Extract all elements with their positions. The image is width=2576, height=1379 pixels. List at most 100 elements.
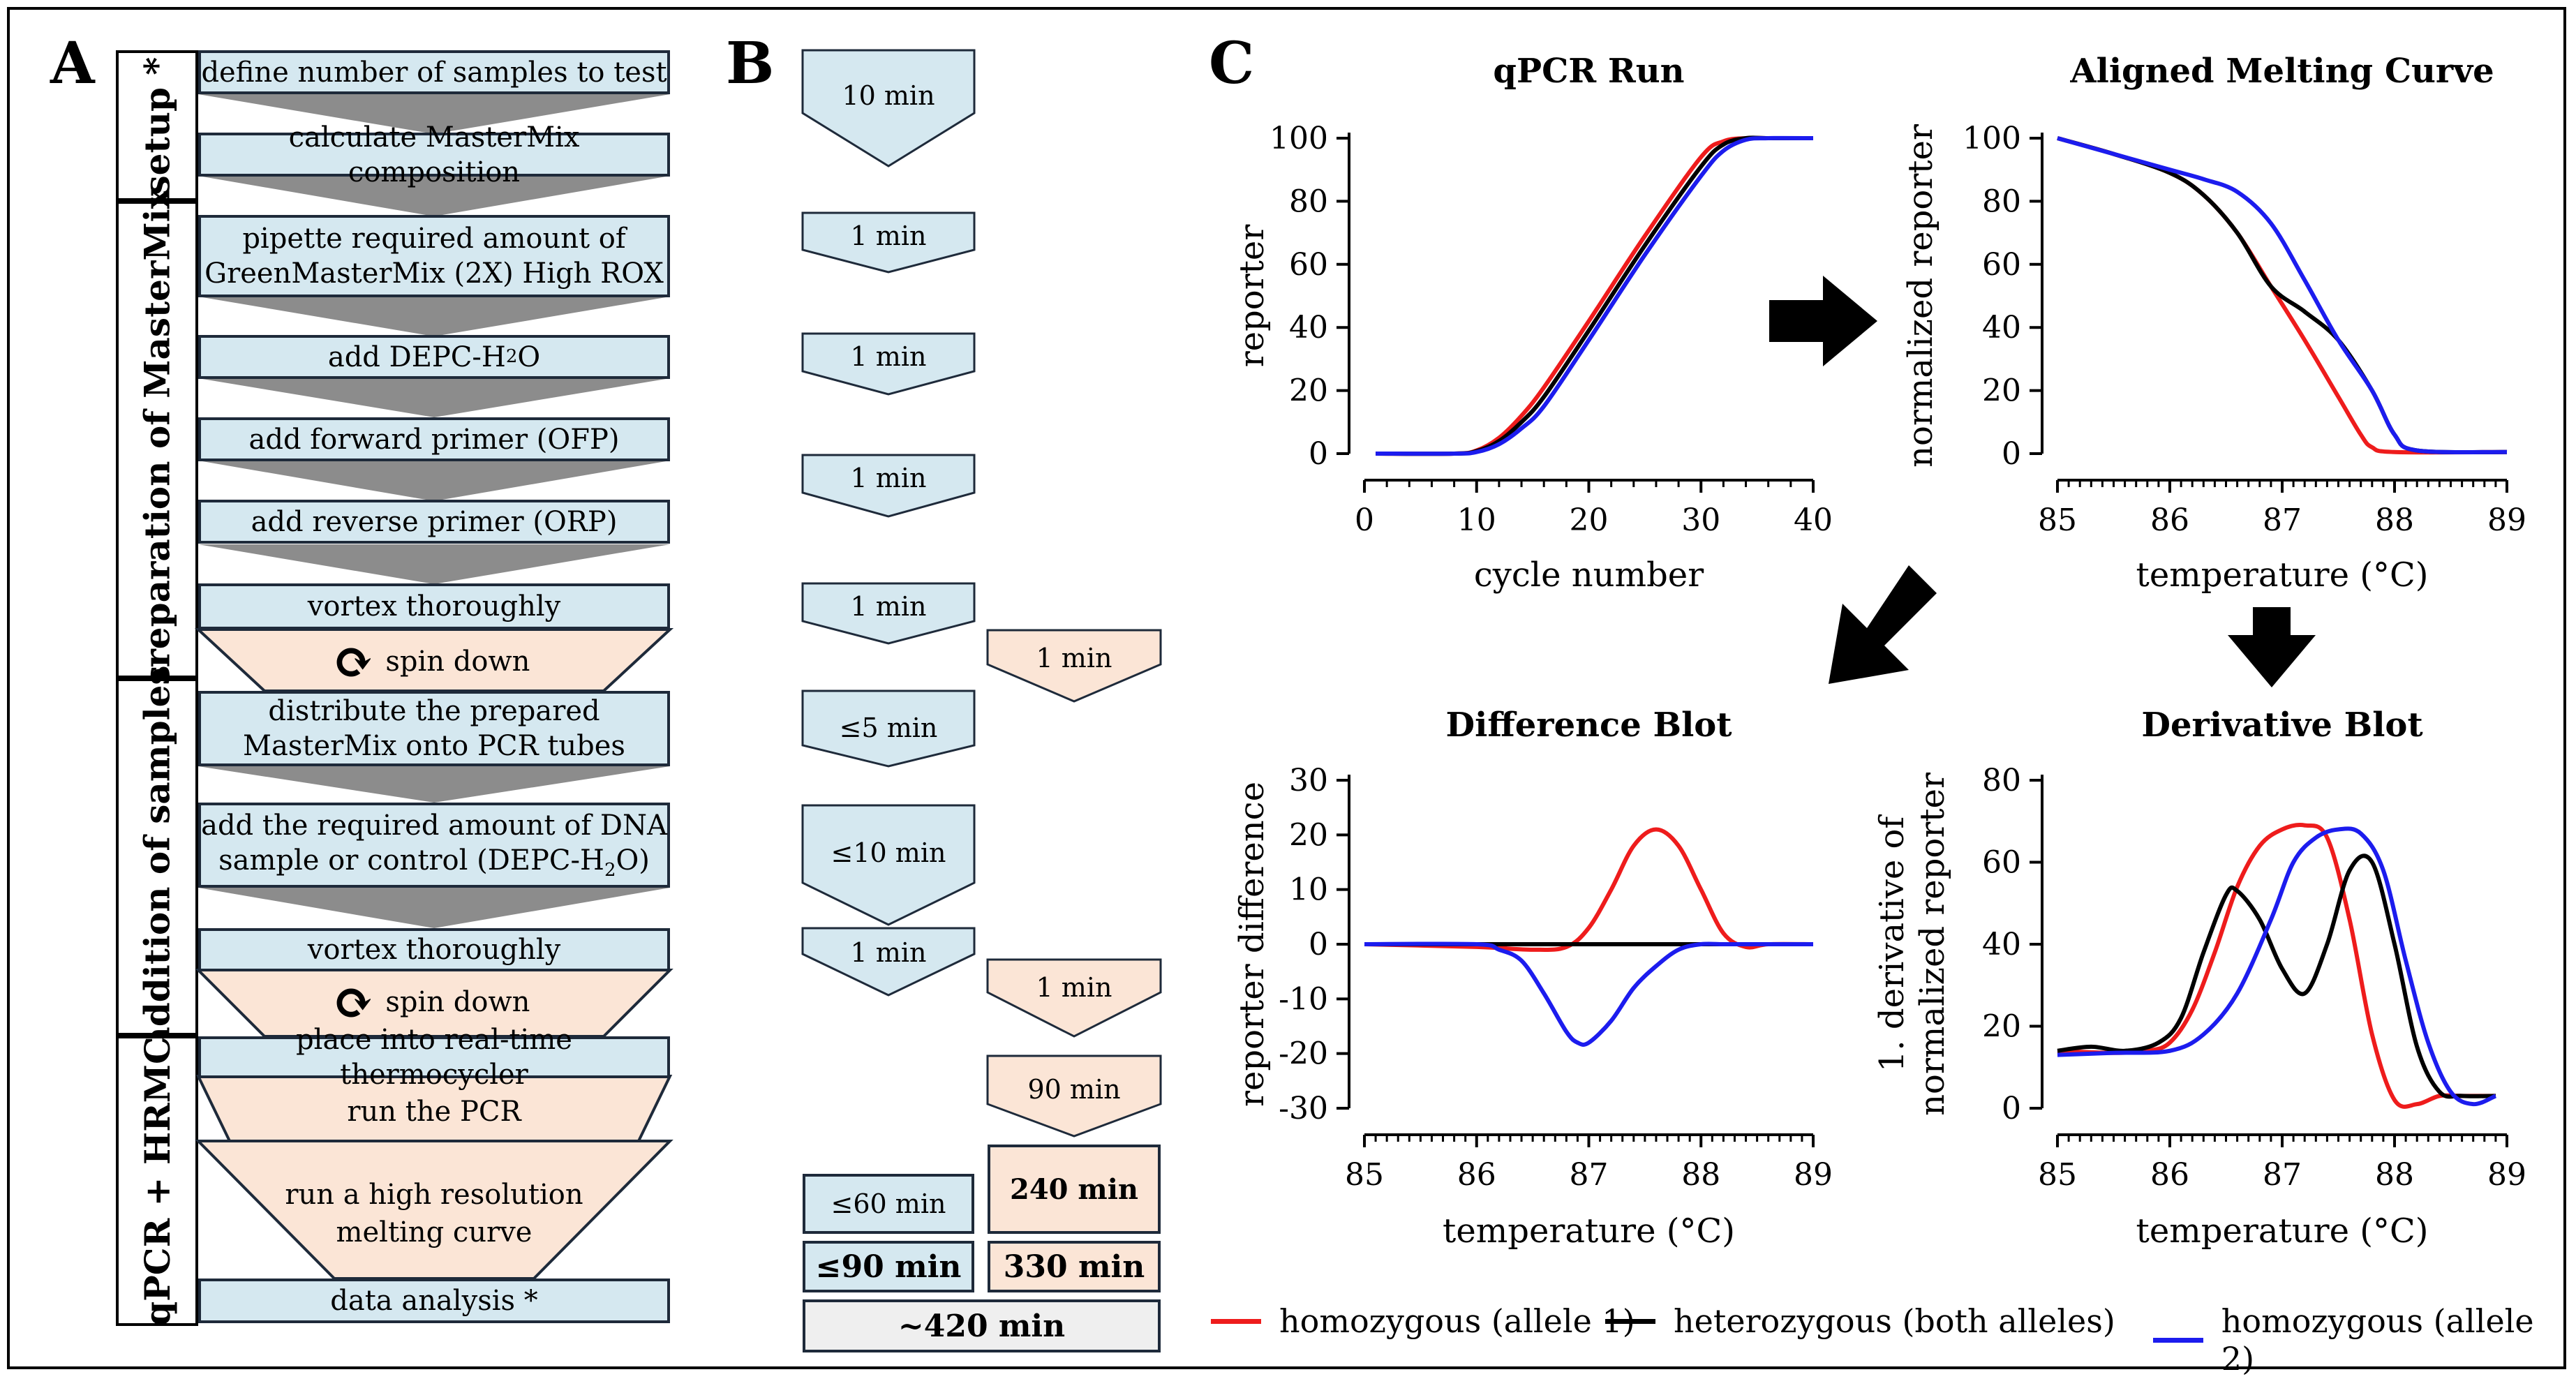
x-tick-label: 85 — [2038, 1157, 2077, 1193]
total-blue: ≤90 min — [803, 1241, 974, 1292]
time-define-samples: 10 min — [842, 80, 935, 111]
y-axis-label: reporter — [1233, 225, 1272, 368]
time-melting-curve: 240 min — [988, 1145, 1161, 1234]
chart-3: Difference Blot 85 86 87 88 89 -30 -20 -10 0 10 20 3… — [1233, 706, 1833, 1251]
y-tick-label: 0 — [2002, 1091, 2021, 1126]
time-vortex-1: 1 min — [850, 590, 927, 622]
phase-addition: addition of samples — [116, 665, 198, 1049]
step-run-melting-curve: run a high resolution melting curve — [285, 1179, 583, 1248]
time-primer: 1 min — [850, 462, 927, 493]
x-tick-label: 89 — [2487, 502, 2526, 538]
x-tick-label: 86 — [2150, 502, 2189, 538]
series-line-homozygous-allele-2- — [1376, 135, 1814, 456]
chart-title: Aligned Melting Curve — [2069, 52, 2494, 91]
x-tick-label: 88 — [2375, 1157, 2414, 1193]
x-axis-label: temperature (°C) — [1443, 1212, 1735, 1251]
flow-arrow — [198, 544, 670, 584]
phase-setup: setup * — [116, 50, 198, 201]
y-tick-label: 40 — [1982, 927, 2021, 962]
refresh-icon: ⟳ — [332, 632, 375, 691]
time-shape-blue — [801, 582, 976, 645]
x-tick-label: 10 — [1457, 502, 1496, 538]
step-add-dna: add the required amount of DNA sample or… — [198, 803, 670, 888]
x-tick-label: 89 — [1794, 1157, 1833, 1193]
y-tick-label: 40 — [1982, 310, 2021, 345]
time-shapes — [801, 49, 1162, 1138]
step-vortex-1: vortex thoroughly — [198, 583, 670, 629]
y-tick-label: 60 — [1982, 845, 2021, 881]
time-run-pcr: 90 min — [1027, 1073, 1121, 1105]
step-spin-down-2: ⟳ spin down — [332, 972, 530, 1031]
time-spin-1: 1 min — [1036, 643, 1112, 673]
x-tick-label: 86 — [2150, 1157, 2189, 1193]
y-tick-label: 100 — [1963, 121, 2021, 156]
y-tick-label: 80 — [1982, 184, 2021, 219]
y-tick-label: 0 — [1309, 927, 1328, 962]
time-vortex-2: 1 min — [850, 937, 927, 968]
panel-label-a: A — [50, 30, 95, 97]
step-distribute-mastermix: distribute the prepared MasterMix onto PC… — [198, 691, 670, 766]
x-tick-label: 20 — [1570, 502, 1609, 538]
legend-hetero: heterozygous (both alleles) — [1605, 1302, 2115, 1340]
time-shape-orange — [986, 1054, 1162, 1138]
flow-arrow — [198, 94, 670, 134]
series-line-homozygous-allele-2- — [1364, 941, 1814, 1047]
x-tick-label: 88 — [2375, 502, 2414, 538]
legend-allele2: homozygous (allele 2) — [2153, 1302, 2576, 1378]
chart-1: qPCR Run 0 10 20 30 40 0 20 40 60 80 100 cycle numbe… — [1233, 52, 1833, 595]
time-shape-orange — [986, 629, 1162, 703]
x-axis-label: cycle number — [1474, 556, 1704, 595]
y-tick-label: 10 — [1289, 872, 1328, 908]
y-tick-label: -10 — [1279, 981, 1328, 1017]
total-all: ~420 min — [803, 1299, 1161, 1352]
legend-allele1: homozygous (allele 1) — [1211, 1302, 1635, 1340]
y-tick-label: 80 — [1982, 763, 2021, 798]
time-pipette: 1 min — [850, 220, 927, 251]
time-depc: 1 min — [850, 341, 927, 372]
legend-swatch — [2153, 1337, 2203, 1343]
phase-preparation: preparation of MasterMix — [116, 188, 198, 692]
y-axis-label: normalized reporter — [1901, 124, 1940, 468]
chart-title: Derivative Blot — [2141, 706, 2422, 745]
step-vortex-2: vortex thoroughly — [198, 928, 670, 971]
chart-2: Aligned Melting Curve 85 86 87 88 89 0 20 40 60 80… — [1901, 52, 2526, 595]
y-tick-label: 30 — [1289, 763, 1328, 798]
y-tick-label: 60 — [1289, 247, 1328, 283]
total-orange: 330 min — [988, 1241, 1161, 1292]
y-tick-label: -30 — [1279, 1091, 1328, 1126]
y-tick-label: 0 — [2002, 436, 2021, 472]
step-add-depc: add DEPC-H 2 O — [198, 335, 670, 379]
flow-arrow-diagonal — [1829, 565, 1937, 684]
chart-title: qPCR Run — [1493, 52, 1684, 91]
x-tick-label: 0 — [1355, 502, 1374, 538]
step-define-samples: define number of samples to test — [198, 50, 670, 94]
y-tick-label: 20 — [1289, 373, 1328, 409]
series-line-homozygous-allele-2- — [2057, 136, 2508, 455]
time-shape-blue — [801, 927, 976, 997]
y-tick-label: 0 — [1309, 436, 1328, 472]
y-tick-label: 80 — [1289, 184, 1328, 219]
x-tick-label: 30 — [1681, 502, 1720, 538]
x-tick-label: 40 — [1794, 502, 1833, 538]
x-tick-label: 89 — [2487, 1157, 2526, 1193]
refresh-icon: ⟳ — [332, 972, 375, 1031]
y-axis-label: reporter difference — [1233, 782, 1272, 1107]
legend-swatch — [1605, 1318, 1655, 1324]
time-shape-blue — [801, 804, 976, 926]
flow-arrow — [198, 461, 670, 501]
step-data-analysis: data analysis * — [198, 1279, 670, 1323]
series-line-heterozygous-both-alleles- — [2057, 854, 2496, 1099]
phase-qpcr: qPCR + HRMC — [116, 1036, 198, 1326]
y-tick-label: -20 — [1279, 1036, 1328, 1072]
x-tick-label: 85 — [1345, 1157, 1384, 1193]
x-tick-label: 87 — [2263, 502, 2302, 538]
series-line-heterozygous-both-alleles- — [2057, 136, 2508, 455]
flow-arrows — [194, 94, 674, 1280]
panel-label-c: C — [1209, 30, 1255, 97]
series-line-homozygous-allele-2- — [2057, 826, 2497, 1107]
flow-arrow — [198, 297, 670, 336]
y-tick-label: 100 — [1270, 121, 1328, 156]
flow-arrow — [198, 176, 670, 216]
time-data-analysis: ≤60 min — [803, 1174, 974, 1234]
